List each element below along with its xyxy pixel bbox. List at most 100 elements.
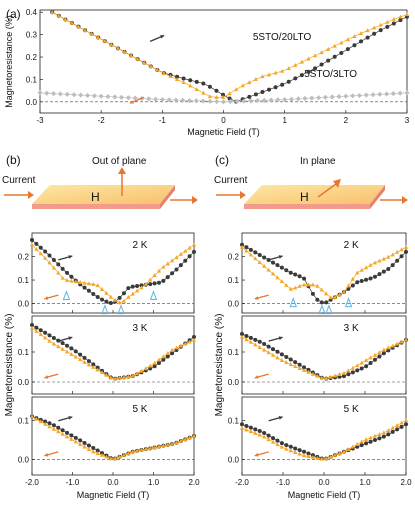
data-point (220, 99, 227, 105)
data-point (293, 62, 298, 67)
data-point (313, 66, 318, 71)
data-point (98, 93, 104, 99)
data-point (257, 339, 262, 344)
data-point (341, 289, 347, 294)
data-point (47, 421, 52, 426)
data-point (273, 70, 278, 75)
data-point (404, 12, 410, 17)
data-point (91, 291, 96, 296)
data-point (279, 265, 284, 270)
x-tick-label: 2.0 (188, 478, 200, 487)
data-point (372, 433, 378, 438)
data-point (359, 366, 364, 371)
data-point (341, 370, 347, 375)
data-point (47, 424, 52, 429)
data-point (170, 351, 175, 356)
data-point (76, 24, 81, 29)
data-point (187, 435, 192, 440)
data-point (332, 294, 338, 299)
data-point (370, 92, 376, 98)
data-point (241, 98, 247, 104)
data-point (377, 432, 382, 437)
series-line (241, 336, 407, 379)
data-point (112, 94, 118, 100)
data-point (271, 436, 276, 441)
series-line (52, 11, 408, 98)
chart-2: 0.0 0.1 3 K (18, 315, 197, 395)
data-point (152, 273, 157, 278)
data-point (288, 362, 293, 367)
data-point (284, 443, 289, 448)
sweep-arrow-head (278, 336, 283, 341)
y-tick-label: 0.1 (228, 416, 240, 425)
transition-marker (149, 290, 158, 301)
orientation-label: Out of plane (92, 156, 147, 167)
data-point (310, 291, 315, 296)
data-point (47, 333, 52, 338)
data-point (253, 256, 258, 261)
series-0 (50, 10, 409, 104)
data-point (161, 71, 167, 76)
slab-bottom (32, 204, 160, 209)
chart-6: 0.0 0.1 -2.0 -1.0 0.0 1.0 2.0 Magnetic Field (T… (228, 396, 412, 500)
data-point (240, 83, 245, 88)
data-point (234, 87, 239, 92)
temperature-label: 5 K (132, 404, 147, 415)
data-point (34, 241, 39, 246)
sweep-arrow-head (68, 336, 73, 341)
data-point (73, 354, 78, 359)
current-arrow-out-head (402, 196, 408, 204)
data-point (47, 338, 52, 343)
transition-marker (344, 297, 353, 308)
series-line (31, 239, 195, 304)
data-point (301, 282, 307, 287)
data-point (207, 84, 212, 89)
slab-side (160, 185, 175, 209)
data-point (355, 280, 360, 285)
data-point (248, 425, 253, 430)
data-point (117, 300, 122, 305)
data-point (121, 298, 127, 303)
data-point (350, 365, 355, 370)
data-point (368, 355, 373, 360)
data-point (188, 83, 193, 88)
data-point (85, 92, 91, 99)
data-point (161, 443, 166, 448)
data-point (115, 46, 121, 50)
y-tick-label: 0.0 (228, 378, 240, 387)
temperature-label: 3 K (344, 323, 359, 334)
current-label: Current (2, 175, 36, 186)
data-point (332, 43, 337, 48)
data-point (359, 39, 364, 44)
series-1 (239, 244, 409, 300)
data-point (309, 95, 315, 101)
data-point (275, 355, 280, 360)
data-point (220, 95, 226, 99)
sweep-arrow-head (44, 296, 49, 300)
data-point (319, 50, 324, 55)
data-point (240, 332, 244, 336)
data-point (270, 271, 276, 276)
current-arrow-in-head (240, 191, 246, 199)
data-point (297, 451, 302, 456)
data-point (86, 443, 91, 448)
data-point (152, 364, 157, 369)
data-point (78, 92, 84, 98)
y-tick-label: 0.1 (228, 348, 240, 357)
data-point (273, 85, 278, 90)
data-point (355, 270, 360, 275)
data-point (337, 372, 342, 377)
data-point (191, 433, 197, 438)
sample-label-3lto: 5STO/3LTO (304, 69, 357, 80)
data-point (253, 342, 258, 347)
data-point (319, 62, 324, 67)
y-axis-label: Magnetoresistance (%) (4, 15, 14, 108)
temperature-label: 2 K (344, 240, 359, 251)
series-2 (37, 90, 410, 105)
data-point (175, 74, 180, 79)
data-point (152, 96, 159, 102)
data-point (404, 422, 408, 427)
plot-frame (31, 232, 195, 314)
data-point (384, 91, 390, 97)
data-point (326, 46, 331, 51)
